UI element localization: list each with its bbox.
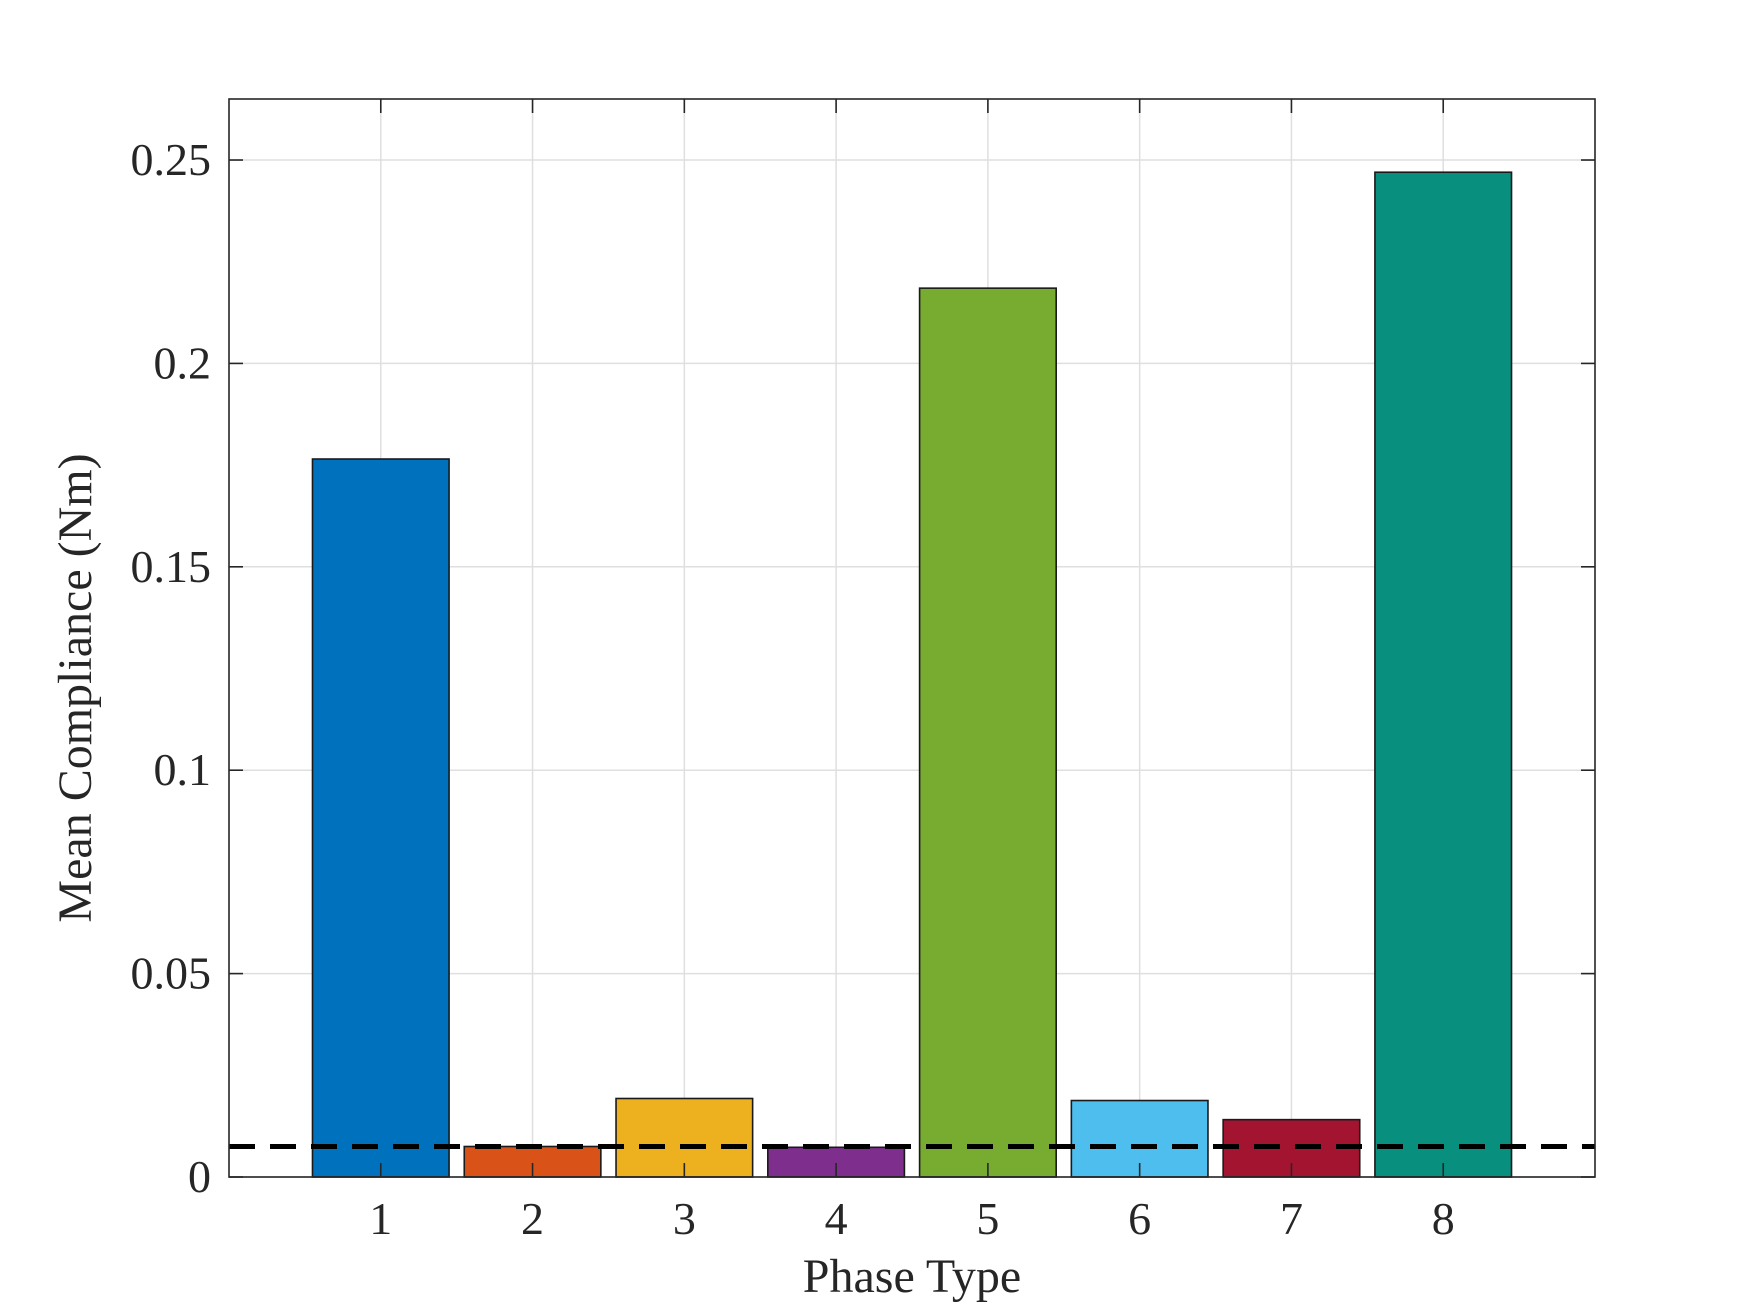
x-tick-label: 6 (1128, 1193, 1151, 1244)
x-tick-label: 3 (673, 1193, 696, 1244)
bar-4 (767, 1146, 906, 1178)
x-tick-label: 5 (976, 1193, 999, 1244)
y-tick-label: 0.15 (131, 541, 212, 592)
x-tick-label: 8 (1432, 1193, 1455, 1244)
bar-1 (311, 458, 450, 1178)
y-tick-label: 0.1 (154, 744, 212, 795)
plot-frame (228, 98, 1596, 1178)
ticks (229, 99, 1595, 1178)
x-tick-label: 7 (1280, 1193, 1303, 1244)
y-axis-label: Mean Compliance (Nm) (49, 453, 102, 922)
y-tick-label: 0.25 (131, 134, 212, 185)
x-tick-label: 1 (369, 1193, 392, 1244)
x-axis-label: Phase Type (803, 1250, 1021, 1303)
bars (311, 171, 1513, 1178)
bar-5 (918, 287, 1057, 1178)
x-tick-label: 2 (521, 1193, 544, 1244)
y-tick-label: 0.05 (131, 948, 212, 999)
bar-8 (1374, 171, 1513, 1178)
y-tick-label: 0 (188, 1151, 211, 1202)
x-tick-label: 4 (825, 1193, 848, 1244)
tick-labels: 0 0.05 0.1 0.15 0.2 0.25 1 2 3 4 5 6 7 8 (131, 134, 1455, 1244)
y-tick-label: 0.2 (154, 337, 212, 388)
